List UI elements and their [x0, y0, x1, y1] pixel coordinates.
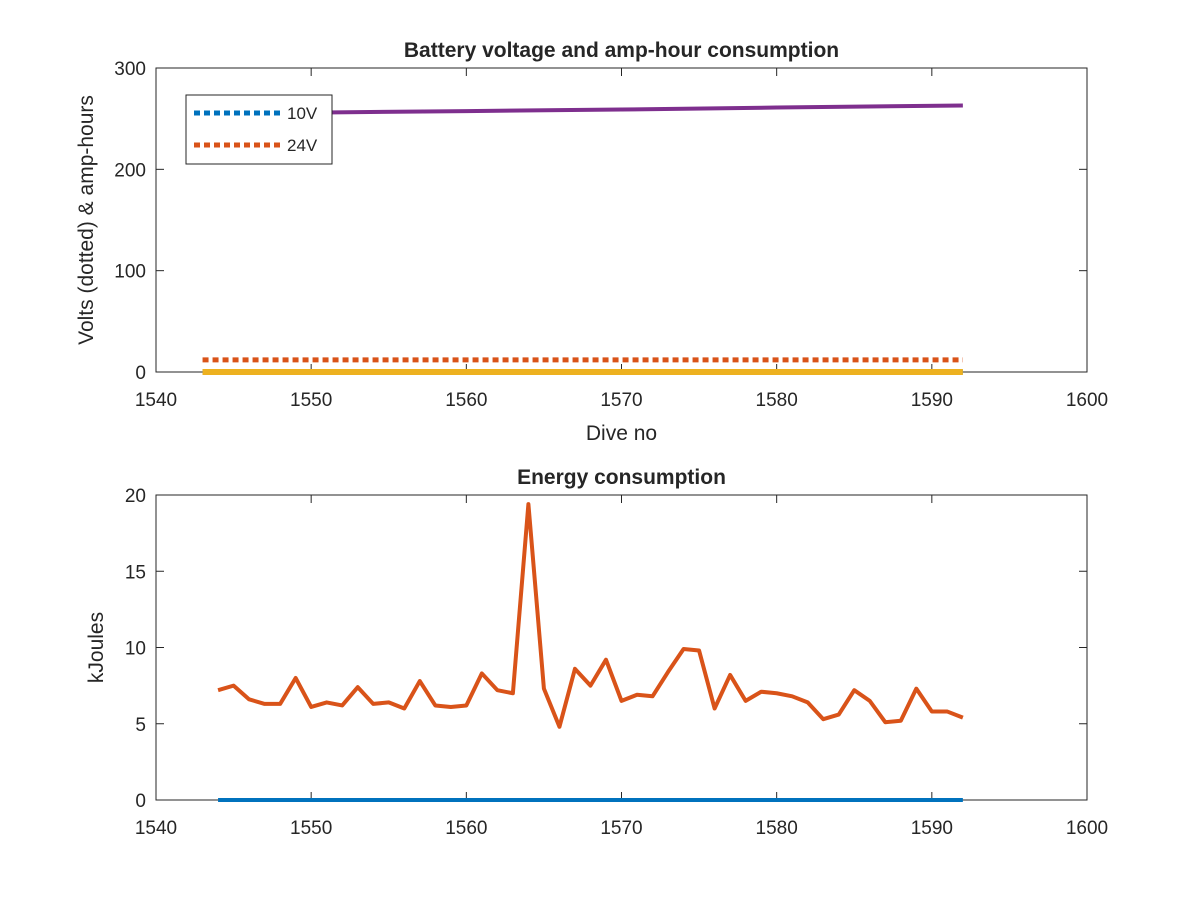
voltage-chart-title: Battery voltage and amp-hour consumption [404, 39, 839, 62]
y-tick-label: 300 [114, 59, 146, 80]
x-tick-label: 1560 [445, 390, 487, 411]
series-line-1-0 [217, 502, 964, 729]
energy-axes: 1540 1550 1560 1570 1580 1590 1600 0 5 10 15 20 Ene… [85, 466, 1108, 839]
x-tick-label: 1580 [756, 818, 798, 839]
legend-label-24v: 24V [287, 136, 318, 155]
y-tick-label: 0 [135, 791, 146, 812]
energy-axes-box [155, 494, 1088, 801]
legend-label-10v: 10V [287, 104, 318, 123]
x-tick-label: 1600 [1066, 390, 1108, 411]
x-tick-label: 1560 [445, 818, 487, 839]
x-tick-label: 1570 [600, 818, 642, 839]
x-tick-label: 1540 [135, 818, 177, 839]
x-tick-label: 1590 [911, 818, 953, 839]
voltage-y-axis-label: Volts (dotted) & amp-hours [75, 95, 98, 345]
x-tick-label: 1590 [911, 390, 953, 411]
x-tick-label: 1580 [756, 390, 798, 411]
y-tick-label: 15 [125, 562, 146, 583]
x-tick-label: 1550 [290, 818, 332, 839]
energy-chart-title: Energy consumption [517, 466, 726, 489]
voltage-x-axis-label: Dive no [586, 422, 657, 445]
x-tick-label: 1540 [135, 390, 177, 411]
y-tick-label: 0 [135, 363, 146, 384]
x-tick-label: 1570 [600, 390, 642, 411]
energy-series-group [217, 502, 964, 802]
voltage-axes: 1540 1550 1560 1570 1580 1590 1600 0 100 200 300 B… [75, 39, 1108, 445]
y-tick-label: 20 [125, 486, 146, 507]
legend-box [185, 94, 333, 165]
x-tick-label: 1600 [1066, 818, 1108, 839]
energy-y-axis-label: kJoules [85, 612, 108, 683]
energy-axis-ticks: 1540 1550 1560 1570 1580 1590 1600 0 5 10 15 20 [125, 486, 1108, 839]
x-tick-label: 1550 [290, 390, 332, 411]
voltage-legend: 10V 24V [185, 94, 333, 165]
y-tick-label: 200 [114, 160, 146, 181]
y-tick-label: 10 [125, 639, 146, 660]
y-tick-label: 100 [114, 262, 146, 283]
y-tick-label: 5 [135, 715, 146, 736]
